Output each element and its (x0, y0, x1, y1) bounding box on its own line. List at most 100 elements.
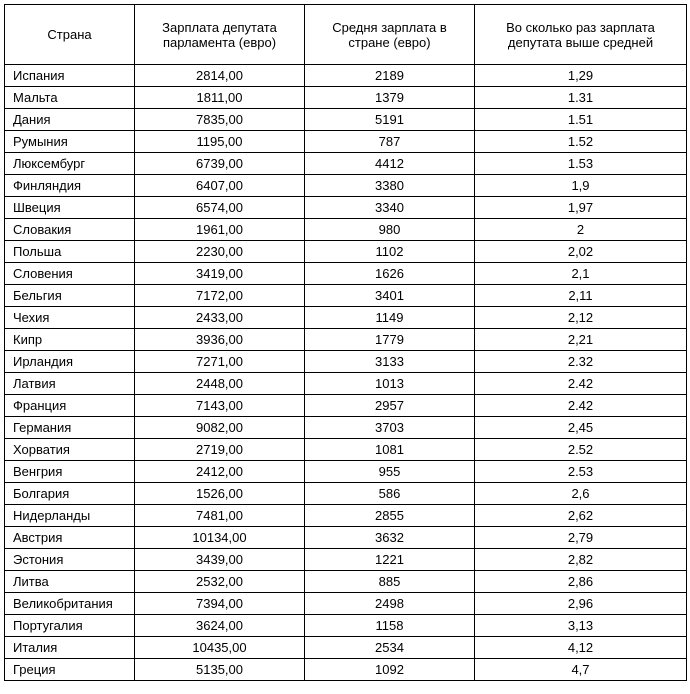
cell-ratio: 2,62 (475, 505, 687, 527)
table-row: Бельгия7172,0034012,11 (5, 285, 687, 307)
cell-country: Хорватия (5, 439, 135, 461)
table-row: Швеция6574,0033401,97 (5, 197, 687, 219)
cell-ratio: 2.53 (475, 461, 687, 483)
cell-deputy-salary: 1195,00 (135, 131, 305, 153)
cell-country: Нидерланды (5, 505, 135, 527)
cell-ratio: 4,12 (475, 637, 687, 659)
cell-ratio: 1,29 (475, 65, 687, 87)
header-avg-salary: Средня зарплата в стране (евро) (305, 5, 475, 65)
table-row: Франция7143,0029572.42 (5, 395, 687, 417)
salary-table: Страна Зарплата депутата парламента (евр… (4, 4, 687, 681)
cell-ratio: 2.32 (475, 351, 687, 373)
cell-avg-salary: 1626 (305, 263, 475, 285)
cell-country: Италия (5, 637, 135, 659)
table-row: Греция5135,0010924,7 (5, 659, 687, 681)
cell-ratio: 1,97 (475, 197, 687, 219)
table-row: Эстония3439,0012212,82 (5, 549, 687, 571)
cell-deputy-salary: 7172,00 (135, 285, 305, 307)
cell-country: Великобритания (5, 593, 135, 615)
cell-avg-salary: 885 (305, 571, 475, 593)
cell-avg-salary: 1013 (305, 373, 475, 395)
cell-country: Польша (5, 241, 135, 263)
table-row: Дания7835,0051911.51 (5, 109, 687, 131)
cell-deputy-salary: 7394,00 (135, 593, 305, 615)
cell-avg-salary: 955 (305, 461, 475, 483)
cell-deputy-salary: 2230,00 (135, 241, 305, 263)
cell-deputy-salary: 10134,00 (135, 527, 305, 549)
table-row: Люксембург6739,0044121.53 (5, 153, 687, 175)
cell-deputy-salary: 1526,00 (135, 483, 305, 505)
cell-country: Мальта (5, 87, 135, 109)
cell-country: Румыния (5, 131, 135, 153)
table-row: Италия10435,0025344,12 (5, 637, 687, 659)
cell-avg-salary: 3380 (305, 175, 475, 197)
cell-deputy-salary: 2719,00 (135, 439, 305, 461)
cell-ratio: 3,13 (475, 615, 687, 637)
cell-avg-salary: 1158 (305, 615, 475, 637)
cell-deputy-salary: 7143,00 (135, 395, 305, 417)
header-row: Страна Зарплата депутата парламента (евр… (5, 5, 687, 65)
cell-deputy-salary: 3439,00 (135, 549, 305, 571)
cell-deputy-salary: 1961,00 (135, 219, 305, 241)
cell-ratio: 2,12 (475, 307, 687, 329)
cell-ratio: 2.42 (475, 373, 687, 395)
cell-country: Греция (5, 659, 135, 681)
cell-ratio: 2.42 (475, 395, 687, 417)
table-row: Германия9082,0037032,45 (5, 417, 687, 439)
table-body: Испания2814,0021891,29Мальта1811,0013791… (5, 65, 687, 681)
cell-ratio: 2.52 (475, 439, 687, 461)
cell-country: Германия (5, 417, 135, 439)
cell-ratio: 2,86 (475, 571, 687, 593)
table-row: Словения3419,0016262,1 (5, 263, 687, 285)
cell-avg-salary: 1149 (305, 307, 475, 329)
table-row: Словакия1961,009802 (5, 219, 687, 241)
cell-country: Словакия (5, 219, 135, 241)
cell-ratio: 2 (475, 219, 687, 241)
cell-ratio: 1.53 (475, 153, 687, 175)
table-row: Австрия10134,0036322,79 (5, 527, 687, 549)
cell-ratio: 1.51 (475, 109, 687, 131)
cell-deputy-salary: 6407,00 (135, 175, 305, 197)
table-row: Финляндия6407,0033801,9 (5, 175, 687, 197)
table-header: Страна Зарплата депутата парламента (евр… (5, 5, 687, 65)
table-row: Великобритания7394,0024982,96 (5, 593, 687, 615)
table-row: Испания2814,0021891,29 (5, 65, 687, 87)
cell-country: Испания (5, 65, 135, 87)
cell-deputy-salary: 2412,00 (135, 461, 305, 483)
cell-avg-salary: 980 (305, 219, 475, 241)
cell-ratio: 2,96 (475, 593, 687, 615)
table-row: Кипр3936,0017792,21 (5, 329, 687, 351)
table-row: Польша2230,0011022,02 (5, 241, 687, 263)
cell-avg-salary: 1102 (305, 241, 475, 263)
table-row: Венгрия2412,009552.53 (5, 461, 687, 483)
table-row: Латвия2448,0010132.42 (5, 373, 687, 395)
cell-ratio: 4,7 (475, 659, 687, 681)
cell-avg-salary: 3340 (305, 197, 475, 219)
cell-country: Ирландия (5, 351, 135, 373)
cell-deputy-salary: 9082,00 (135, 417, 305, 439)
cell-ratio: 2,02 (475, 241, 687, 263)
cell-country: Словения (5, 263, 135, 285)
cell-deputy-salary: 7481,00 (135, 505, 305, 527)
table-row: Нидерланды7481,0028552,62 (5, 505, 687, 527)
cell-deputy-salary: 6739,00 (135, 153, 305, 175)
table-row: Ирландия7271,0031332.32 (5, 351, 687, 373)
cell-avg-salary: 1779 (305, 329, 475, 351)
table-row: Литва2532,008852,86 (5, 571, 687, 593)
cell-deputy-salary: 2532,00 (135, 571, 305, 593)
cell-country: Португалия (5, 615, 135, 637)
cell-avg-salary: 5191 (305, 109, 475, 131)
cell-avg-salary: 787 (305, 131, 475, 153)
table-row: Болгария1526,005862,6 (5, 483, 687, 505)
cell-country: Кипр (5, 329, 135, 351)
cell-country: Бельгия (5, 285, 135, 307)
cell-ratio: 2,1 (475, 263, 687, 285)
cell-deputy-salary: 1811,00 (135, 87, 305, 109)
cell-avg-salary: 3133 (305, 351, 475, 373)
table-row: Мальта1811,0013791.31 (5, 87, 687, 109)
table-row: Румыния1195,007871.52 (5, 131, 687, 153)
cell-ratio: 2,79 (475, 527, 687, 549)
cell-ratio: 1.52 (475, 131, 687, 153)
cell-deputy-salary: 2448,00 (135, 373, 305, 395)
header-country: Страна (5, 5, 135, 65)
